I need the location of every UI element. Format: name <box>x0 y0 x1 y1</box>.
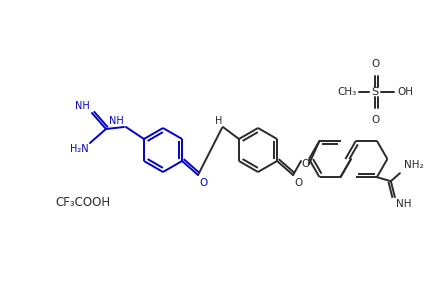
Text: NH: NH <box>396 199 411 209</box>
Text: OH: OH <box>397 87 413 97</box>
Text: NH₂: NH₂ <box>404 160 423 170</box>
Text: CH₃: CH₃ <box>338 87 357 97</box>
Text: CF₃COOH: CF₃COOH <box>55 195 110 208</box>
Text: O: O <box>199 178 207 188</box>
Text: O: O <box>294 178 302 188</box>
Text: O: O <box>371 59 379 69</box>
Text: S: S <box>372 87 378 97</box>
Text: H₂N: H₂N <box>70 144 89 154</box>
Text: NH: NH <box>75 101 90 111</box>
Text: O: O <box>371 115 379 125</box>
Text: O: O <box>301 159 309 169</box>
Text: NH: NH <box>109 116 124 126</box>
Text: H: H <box>214 116 222 126</box>
